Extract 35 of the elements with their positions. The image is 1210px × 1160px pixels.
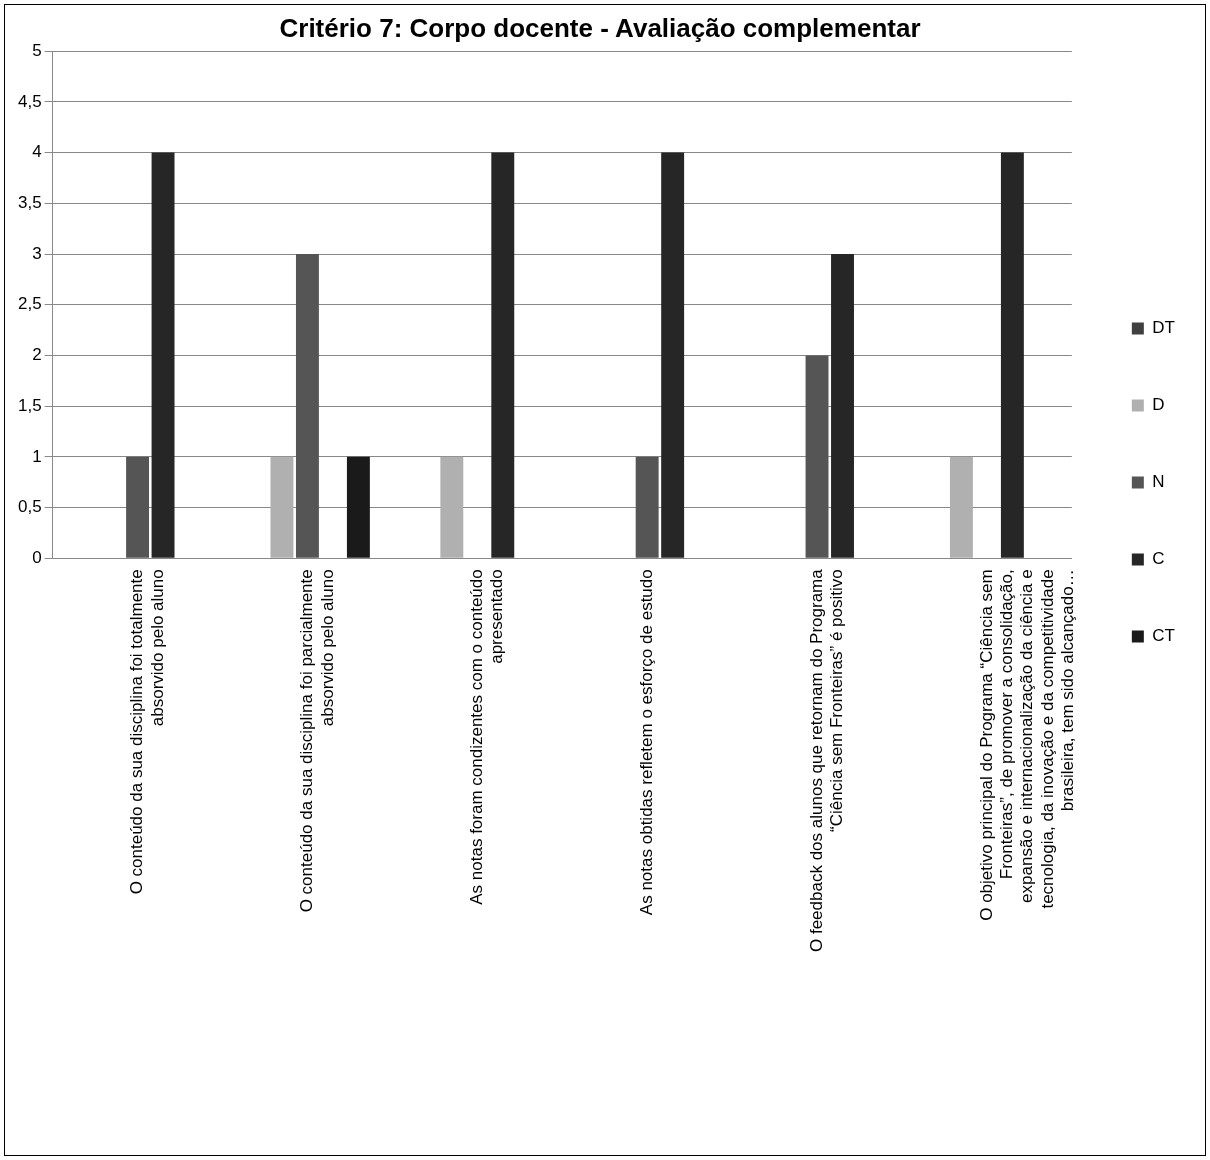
x-tick-label: As notas foram condizentes com o conteúdo apresentado (466, 569, 507, 905)
x-tick-label: O feedback dos alunos que retornam do Programa “Ciência sem Fronteiras” é positivo (806, 568, 847, 953)
y-tick-label: 4 (32, 142, 42, 162)
y-tick-label: 1,5 (17, 395, 42, 415)
bar (491, 152, 515, 558)
bar (346, 456, 370, 558)
y-tick-label: 0 (32, 547, 42, 567)
y-tick-label: 1 (32, 446, 42, 466)
y-tick-label: 2 (32, 345, 42, 365)
legend-label: DT (1152, 318, 1176, 338)
bar (126, 456, 150, 558)
legend-label: D (1152, 395, 1165, 415)
bar (831, 254, 854, 558)
bar (1000, 152, 1024, 558)
bar (949, 456, 973, 558)
bar (661, 152, 685, 558)
y-tick-label: 5 (32, 40, 42, 60)
bar (270, 456, 294, 558)
y-tick-label: 4,5 (17, 91, 42, 111)
y-tick-label: 2,5 (17, 294, 42, 314)
x-tick-label: O objetivo principal do Programa “Ciência sem Fronteiras”, de promover a consolidação, expansão e internacionalização da ciência e tecnologia, da inovação e da competitividade brasileira, tem sido alcançado… (976, 569, 1078, 921)
chart-title: Critério 7: Corpo docente - Avaliação complementar (279, 12, 921, 43)
legend-label: N (1152, 472, 1165, 492)
legend-label: CT (1152, 626, 1176, 646)
y-tick-label: 3 (32, 243, 42, 263)
y-tick-label: 3,5 (17, 193, 42, 213)
bar (805, 355, 829, 558)
x-tick-label: As notas obtidas refletem o esforço de estudo (636, 569, 656, 916)
y-tick-label: 0,5 (17, 497, 42, 517)
bar (635, 456, 659, 558)
bar (440, 456, 464, 558)
bar (295, 254, 319, 558)
x-tick-label: O conteúdo da sua disciplina foi totalmente absorvido pelo aluno (127, 569, 167, 895)
legend-label: C (1152, 549, 1165, 569)
bar (151, 152, 175, 558)
